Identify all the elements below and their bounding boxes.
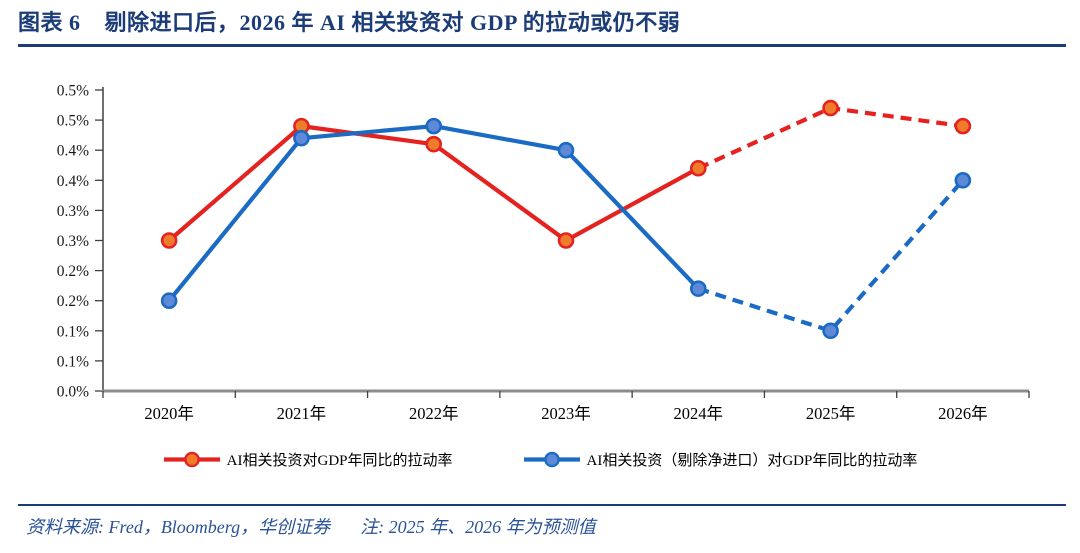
- figure-title-text: 剔除进口后，2026 年 AI 相关投资对 GDP 的拉动或仍不弱: [104, 10, 681, 35]
- line-chart: 0.5% 0.5% 0.4% 0.4% 0.3% 0.3% 0.2% 0.2% 0.1% 0.1%…: [57, 83, 1030, 423]
- blue-line-marker-icon: [523, 451, 580, 468]
- svg-text:2024年: 2024年: [674, 404, 724, 423]
- source-note: 资料来源: Fred，Bloomberg，华创证券 注: 2025 年、2026 …: [26, 513, 1064, 539]
- forecast-note-text: 注: 2025 年、2026 年为预测值: [360, 517, 596, 537]
- svg-text:0.2%: 0.2%: [57, 263, 89, 280]
- svg-text:0.2%: 0.2%: [57, 293, 89, 310]
- legend-label-red-series: AI相关投资对GDP年同比的拉动率: [226, 453, 453, 469]
- data-source-text: 资料来源: Fred，Bloomberg，华创证券: [26, 517, 331, 537]
- svg-text:2026年: 2026年: [938, 404, 988, 423]
- svg-text:0.4%: 0.4%: [57, 143, 89, 160]
- svg-text:0.0%: 0.0%: [57, 384, 89, 401]
- legend-item-red-series: AI相关投资对GDP年同比的拉动率: [163, 449, 453, 470]
- footer-divider: [18, 504, 1066, 506]
- svg-text:2020年: 2020年: [144, 404, 194, 423]
- red-line-marker-icon: [163, 451, 220, 468]
- svg-text:0.1%: 0.1%: [57, 353, 89, 370]
- legend-label-blue-series: AI相关投资（剔除净进口）对GDP年同比的拉动率: [586, 453, 918, 469]
- svg-text:0.1%: 0.1%: [57, 323, 89, 340]
- svg-text:2022年: 2022年: [409, 404, 459, 423]
- svg-text:2021年: 2021年: [277, 404, 327, 423]
- page-title: 图表 6 剔除进口后，2026 年 AI 相关投资对 GDP 的拉动或仍不弱: [18, 5, 1064, 37]
- svg-text:0.5%: 0.5%: [57, 83, 89, 100]
- svg-text:0.5%: 0.5%: [57, 113, 89, 130]
- svg-text:2023年: 2023年: [541, 404, 591, 423]
- title-divider: [18, 44, 1066, 47]
- legend-item-blue-series: AI相关投资（剔除净进口）对GDP年同比的拉动率: [523, 449, 918, 470]
- chart-legend: AI相关投资对GDP年同比的拉动率 AI相关投资（剔除净进口）对GDP年同比的拉…: [0, 449, 1080, 470]
- svg-text:2025年: 2025年: [806, 404, 856, 423]
- svg-text:0.3%: 0.3%: [57, 203, 89, 220]
- figure-label: 图表 6: [18, 10, 81, 35]
- svg-text:0.3%: 0.3%: [57, 233, 89, 250]
- svg-text:0.4%: 0.4%: [57, 173, 89, 190]
